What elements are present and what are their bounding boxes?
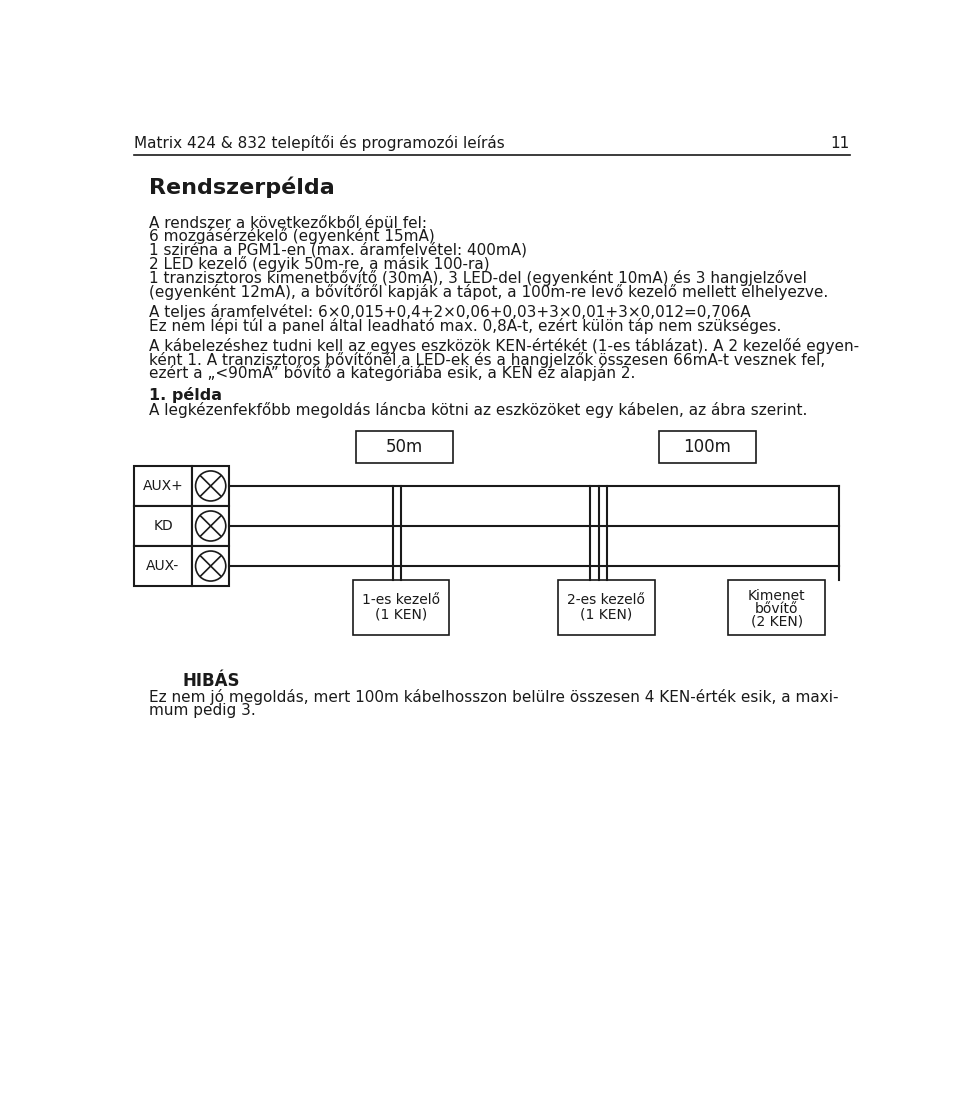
- FancyBboxPatch shape: [192, 507, 229, 546]
- FancyBboxPatch shape: [356, 431, 453, 463]
- FancyBboxPatch shape: [192, 467, 229, 506]
- FancyBboxPatch shape: [192, 546, 229, 586]
- Text: 100m: 100m: [684, 438, 731, 456]
- Text: ként 1. A tranzisztoros bővítőnél a LED-ek és a hangjelzők összesen 66mA-t veszn: ként 1. A tranzisztoros bővítőnél a LED-…: [150, 352, 826, 368]
- Text: Kimenet: Kimenet: [748, 589, 805, 603]
- FancyBboxPatch shape: [134, 507, 192, 546]
- Text: (1 KEN): (1 KEN): [374, 607, 427, 622]
- Text: 11: 11: [830, 136, 850, 150]
- Text: A rendszer a következőkből épül fel:: A rendszer a következőkből épül fel:: [150, 215, 427, 231]
- Text: (2 KEN): (2 KEN): [751, 615, 803, 629]
- Circle shape: [196, 471, 226, 501]
- Circle shape: [196, 551, 226, 582]
- Text: 1 sziréna a PGM1-en (max. áramfelvétel: 400mA): 1 sziréna a PGM1-en (max. áramfelvétel: …: [150, 242, 527, 257]
- Text: A teljes áramfelvétel: 6×0,015+0,4+2×0,06+0,03+3×0,01+3×0,012=0,706A: A teljes áramfelvétel: 6×0,015+0,4+2×0,0…: [150, 304, 751, 320]
- Text: Ez nem jó megoldás, mert 100m kábelhosszon belülre összesen 4 KEN-érték esik, a : Ez nem jó megoldás, mert 100m kábelhossz…: [150, 688, 839, 705]
- FancyBboxPatch shape: [134, 467, 192, 506]
- Text: ezért a „<90mA” bővítő a kategóriába esik, a KEN ez alapján 2.: ezért a „<90mA” bővítő a kategóriába esi…: [150, 365, 636, 381]
- Text: (egyenként 12mA), a bővítőről kapják a tápot, a 100m-re levő kezelő mellett elhe: (egyenként 12mA), a bővítőről kapják a t…: [150, 284, 828, 300]
- Text: 1-es kezelő: 1-es kezelő: [362, 594, 440, 607]
- Text: 2 LED kezelő (egyik 50m-re, a másik 100-ra): 2 LED kezelő (egyik 50m-re, a másik 100-…: [150, 256, 490, 272]
- Text: Ez nem lépi túl a panel által leadható max. 0,8A-t, ezért külön táp nem szüksége: Ez nem lépi túl a panel által leadható m…: [150, 317, 781, 334]
- FancyBboxPatch shape: [729, 579, 826, 635]
- FancyBboxPatch shape: [659, 431, 756, 463]
- Text: 1. példa: 1. példa: [150, 387, 223, 403]
- Text: KD: KD: [154, 519, 173, 532]
- Text: HIBÁS: HIBÁS: [182, 672, 239, 690]
- Text: 2-es kezelő: 2-es kezelő: [567, 594, 645, 607]
- FancyBboxPatch shape: [558, 579, 655, 635]
- Text: AUX+: AUX+: [143, 479, 183, 494]
- Text: AUX-: AUX-: [146, 559, 180, 573]
- Circle shape: [196, 511, 226, 541]
- Text: mum pedig 3.: mum pedig 3.: [150, 703, 256, 717]
- Text: Matrix 424 & 832 telepítői és programozói leírás: Matrix 424 & 832 telepítői és programozó…: [134, 135, 505, 150]
- Text: Rendszerpélda: Rendszerpélda: [150, 176, 335, 197]
- Text: A kábelezéshez tudni kell az egyes eszközök KEN-értékét (1-es táblázat). A 2 kez: A kábelezéshez tudni kell az egyes eszkö…: [150, 338, 859, 354]
- Text: 1 tranzisztoros kimenetbővítő (30mA), 3 LED-del (egyenként 10mA) és 3 hangjelzőv: 1 tranzisztoros kimenetbővítő (30mA), 3 …: [150, 270, 807, 286]
- Text: 50m: 50m: [386, 438, 423, 456]
- Text: A legkézenfekfőbb megoldás láncba kötni az eszközöket egy kábelen, az ábra szeri: A legkézenfekfőbb megoldás láncba kötni …: [150, 402, 807, 419]
- Text: (1 KEN): (1 KEN): [580, 607, 633, 622]
- Text: bővítő: bővítő: [756, 602, 799, 616]
- Text: 6 mozgásérzékelő (egyenként 15mA): 6 mozgásérzékelő (egyenként 15mA): [150, 228, 435, 244]
- FancyBboxPatch shape: [134, 546, 192, 586]
- FancyBboxPatch shape: [352, 579, 449, 635]
